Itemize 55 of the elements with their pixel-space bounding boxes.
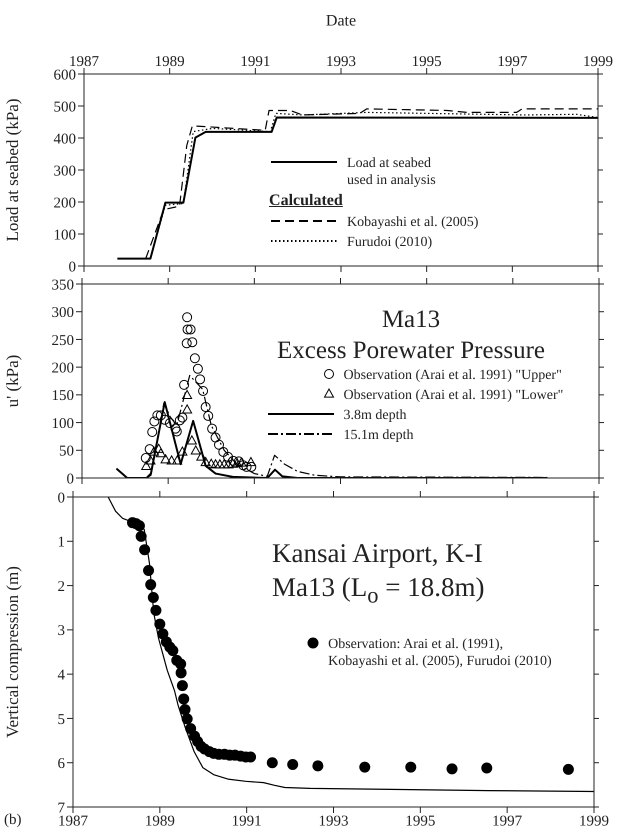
text: (b): [4, 812, 22, 829]
y-tick-label: 4: [58, 667, 66, 684]
x-tick-label: 1991: [232, 814, 262, 830]
text: Kansai Airport, K-I: [272, 537, 484, 570]
x-tick-label: 1989: [144, 814, 175, 830]
y-tick-label: 6: [58, 756, 66, 772]
y-tick-label: 0: [68, 259, 76, 276]
legend-label: Observation: Arai et al. (1991), Kobayashi et al. (2005), Furudoi (2010): [328, 636, 552, 670]
y-tick-label: 200: [52, 360, 74, 376]
y-axis-title: u' (kPa): [3, 354, 22, 408]
y-tick-label: 50: [59, 444, 74, 460]
y-tick-label: 3: [58, 623, 65, 640]
text: Excess Porewater Pressure: [276, 336, 546, 366]
x-tick-label: 1991: [240, 54, 270, 70]
y-tick-label: 100: [52, 416, 74, 432]
legend-label: 3.8m depth: [344, 407, 407, 424]
y-tick-label: 0: [66, 471, 74, 488]
x-axis-title: Date: [326, 12, 356, 30]
x-tick-label: 1995: [412, 54, 442, 70]
y-tick-label: 7: [58, 800, 66, 816]
y-tick-label: 300: [54, 163, 76, 180]
x-tick-label: 1989: [154, 54, 185, 70]
legend-label: Kobayashi et al. (2005): [347, 214, 478, 231]
x-tick-label: 1999: [583, 54, 613, 70]
legend-label: Observation (Arai et al. 1991) "Upper": [344, 367, 562, 384]
x-tick-label: 1999: [579, 814, 609, 830]
legend-label: Load at seabed used in analysis: [347, 155, 436, 189]
y-tick-label: 300: [52, 305, 74, 322]
x-tick-label: 1997: [492, 814, 523, 830]
legend-label: Furudoi (2010): [347, 234, 432, 251]
y-tick-label: 200: [54, 195, 76, 212]
text: Ma13 (L$_{o}$ = 18.8m): [272, 570, 484, 610]
x-tick-label: 1993: [326, 54, 356, 70]
y-tick-label: 5: [58, 712, 65, 728]
text: Ma13: [380, 305, 442, 335]
y-tick-label: 600: [54, 67, 76, 84]
x-tick-label: 1993: [318, 814, 348, 830]
y-tick-label: 250: [52, 332, 74, 349]
y-tick-label: 150: [52, 388, 74, 404]
y-tick-label: 350: [52, 277, 74, 294]
y-tick-label: 0: [58, 490, 65, 506]
legend-title: Calculated: [269, 192, 344, 210]
x-tick-label: 1997: [497, 54, 528, 70]
y-tick-label: 500: [54, 99, 76, 116]
legend-label: 15.1m depth: [344, 427, 414, 444]
legend-label: Observation (Arai et al. 1991) "Lower": [344, 387, 564, 404]
y-tick-label: 1: [58, 534, 65, 551]
y-tick-label: 2: [58, 578, 65, 595]
x-tick-label: 1995: [405, 814, 436, 830]
x-tick-label: 1987: [58, 814, 88, 830]
y-tick-label: 100: [54, 227, 76, 244]
y-axis-title: Load at seabed (kPa): [3, 98, 22, 242]
y-tick-label: 400: [54, 131, 76, 148]
x-tick-label: 1987: [69, 54, 100, 70]
y-axis-title: Vertical compression (m): [3, 566, 22, 738]
